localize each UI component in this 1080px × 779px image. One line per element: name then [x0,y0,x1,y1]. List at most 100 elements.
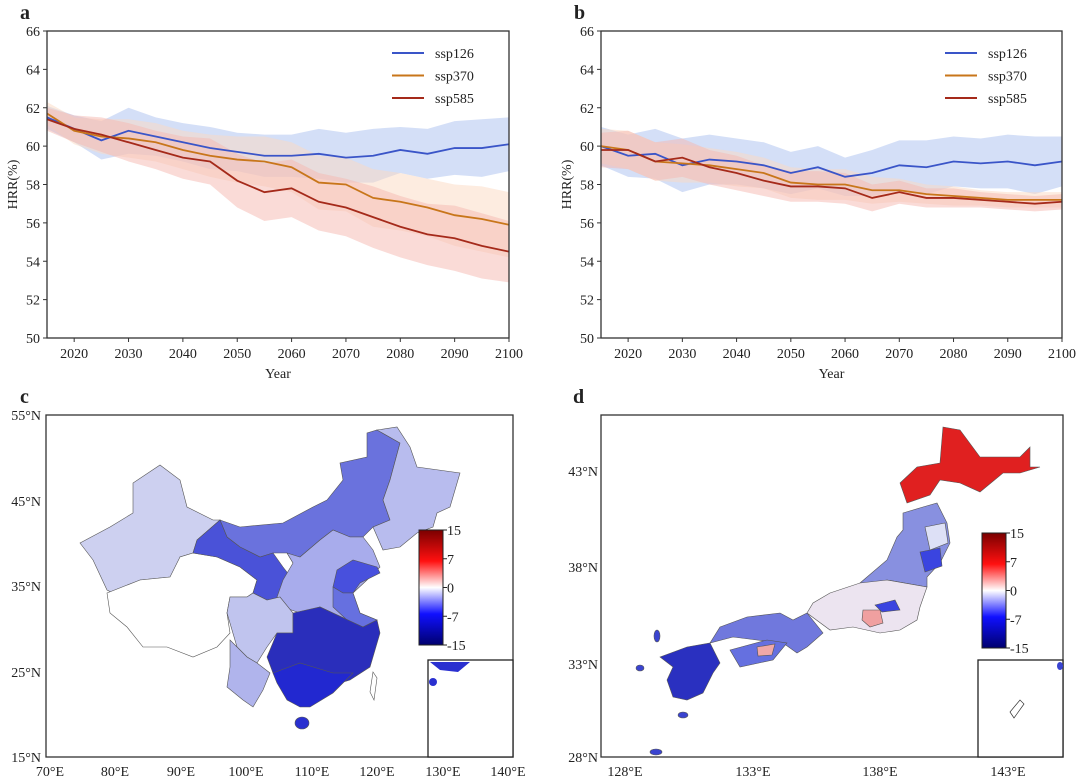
colorbar-tick-label: 0 [447,582,454,597]
line-ssp370 [600,145,1062,201]
map-d-colorbar [981,532,1007,649]
colorbar-tick-label: 0 [1010,585,1017,600]
colorbar-tick-label: -7 [447,610,459,625]
x-tick-label: 2080 [386,347,414,362]
region-hokkaido [899,426,1041,504]
x-axis-label: Year [265,367,291,382]
lat-tick-label: 38°N [568,561,598,576]
region-kyushu [659,642,721,701]
map-c-inset-land [430,662,470,672]
lat-tick-label: 35°N [11,580,41,595]
line-ssp585 [601,149,1063,205]
x-tick-label: 2040 [723,347,751,362]
y-tick-label: 52 [26,294,40,309]
legend-label-ssp126: ssp126 [988,47,1027,62]
map-d-inset-okinawa-island [1009,699,1025,719]
region-tochigi [874,599,901,613]
x-tick-label: 2030 [115,347,143,362]
x-tick-label: 2060 [831,347,859,362]
y-tick-label: 66 [580,25,594,40]
panel-label-b: b [574,2,585,24]
lon-tick-label: 100°E [228,765,263,779]
x-tick-label: 2090 [994,347,1022,362]
x-tick-label: 2050 [777,347,805,362]
lon-tick-label: 70°E [36,765,64,779]
x-tick-label: 2100 [495,347,523,362]
region-iwate [924,522,949,551]
map-japan: 43°N 38°N 33°N 28°N 128°E 133°E 138°E 143°E 15 7 0… [568,414,1064,779]
line-ssp370 [46,112,510,226]
map-d-frame [600,414,1064,758]
lon-tick-label: 138°E [862,765,897,779]
x-tick-label: 2070 [885,347,913,362]
region-taiwan [369,671,378,702]
lon-tick-label: 110°E [295,765,330,779]
x-tick-label: 2100 [1048,347,1076,362]
map-china: 55°N 45°N 35°N 25°N 15°N70°E 80°E 90°E 100°E 110… [11,409,525,779]
region-yunnan [226,639,271,708]
chart-b: 50 52 54 56 58 60 62 64 66 2020 2030 2040 2050 2060 20… [560,25,1076,382]
y-tick-label: 60 [26,140,40,155]
lat-tick-label: 43°N [568,465,598,480]
region-island [649,748,663,756]
map-c-colorbar [418,529,444,646]
region-northeast [372,426,461,551]
y-tick-label: 52 [580,294,594,309]
y-tick-label: 62 [580,102,594,117]
region-guangdong-guangxi [272,662,354,708]
panel-label-a: a [20,2,30,24]
band-ssp585 [601,130,1062,212]
x-tick-label: 2020 [614,347,642,362]
lon-tick-label: 128°E [607,765,642,779]
legend-label-ssp370: ssp370 [988,70,1027,85]
map-d-inset-island [1057,662,1063,670]
y-tick-label: 50 [26,332,40,347]
y-tick-label: 56 [580,217,594,232]
region-hainan [294,716,310,730]
legend-label-ssp370: ssp370 [435,70,474,85]
chart-a: 50 52 54 56 58 60 62 64 66 2020 2030 2040 2050 2060 20… [6,25,523,382]
line-ssp126 [46,116,510,159]
legend-label-ssp585: ssp585 [435,92,474,107]
lat-tick-label: 45°N [11,495,41,510]
y-tick-label: 66 [26,25,40,40]
colorbar-tick-label: -7 [1010,613,1022,628]
japan-prefectures [635,426,1041,756]
region-yamanashi [861,609,884,628]
x-tick-label: 2070 [332,347,360,362]
y-tick-label: 54 [580,255,594,270]
lat-tick-label: 15°N [11,751,41,766]
lon-tick-label: 143°E [990,765,1025,779]
region-inner-mongolia [219,429,401,564]
lat-tick-label: 55°N [11,409,41,424]
x-axis-label: Year [819,367,845,382]
y-tick-label: 62 [26,102,40,117]
x-tick-label: 2080 [940,347,968,362]
region-miyagi [919,547,943,573]
colorbar-tick-label: -15 [447,639,466,654]
map-c-inset-island [429,678,437,686]
x-tick-label: 2040 [169,347,197,362]
lat-tick-label: 28°N [568,751,598,766]
y-tick-label: 60 [580,140,594,155]
map-d-ticks: 43°N 38°N 33°N 28°N 128°E 133°E 138°E 143°E 15 7 0… [568,465,1028,779]
colorbar-tick-label: 7 [447,553,454,568]
region-island [635,664,645,672]
band-ssp370 [601,128,1062,208]
y-axis-label: HRR(%) [6,159,21,209]
colorbar-tick-label: 15 [447,524,461,539]
line-ssp585 [46,118,510,253]
y-tick-label: 50 [580,332,594,347]
y-tick-label: 54 [26,255,40,270]
panel-label-d: d [573,386,584,408]
colorbar-tick-label: 15 [1010,527,1024,542]
map-c-ticks: 55°N 45°N 35°N 25°N 15°N70°E 80°E 90°E 100°E 110… [11,409,525,779]
y-tick-label: 64 [26,63,40,78]
region-island [653,629,661,643]
map-c-frame [45,414,514,758]
y-tick-label: 64 [580,63,594,78]
colorbar-tick-label: -15 [1010,642,1029,657]
region-western-honshu [709,612,824,654]
